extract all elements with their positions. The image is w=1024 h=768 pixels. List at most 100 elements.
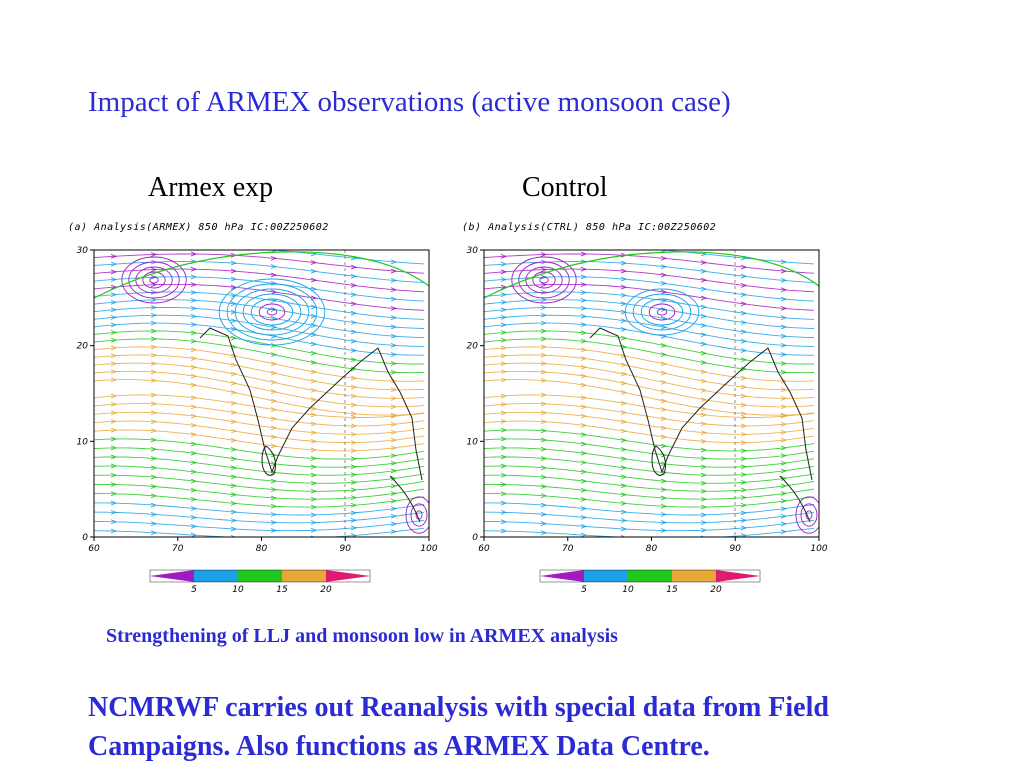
streamline-arrow [660, 255, 668, 261]
streamline-arrow [150, 320, 158, 326]
streamline-arrow [500, 377, 508, 383]
streamline-arrow [620, 362, 628, 368]
streamline-arrow [540, 378, 548, 383]
streamline-arrow [540, 521, 548, 526]
streamline-arrow [500, 445, 508, 451]
streamline-arrow [780, 361, 788, 366]
streamline-arrow [270, 389, 278, 395]
streamline-arrow [110, 436, 118, 442]
streamline-arrow [270, 289, 278, 295]
streamline-arrow [150, 410, 158, 416]
streamline [484, 493, 815, 508]
streamline-arrow [620, 428, 628, 434]
streamline-arrow [270, 370, 278, 376]
streamline-arrow [700, 520, 708, 525]
streamline-arrow [230, 410, 238, 415]
streamline-arrow [740, 301, 748, 307]
streamline-arrow [390, 404, 398, 410]
streamline-arrow [500, 528, 508, 534]
anticyclone-ring [121, 256, 187, 304]
legend-label: 5 [191, 585, 197, 595]
streamline-arrow [500, 277, 508, 282]
streamline-arrow [580, 356, 588, 361]
streamline-arrow [150, 530, 158, 536]
streamline-arrow [350, 329, 358, 335]
x-tick-label: 100 [810, 544, 827, 554]
streamline-arrow [270, 380, 278, 385]
y-tick-label: 30 [77, 246, 89, 256]
streamline-arrow [390, 429, 398, 435]
streamline-arrow [740, 393, 748, 399]
streamline-arrow [740, 338, 748, 344]
streamline-arrow [350, 518, 358, 523]
streamline-arrow [780, 333, 788, 339]
streamline-arrow [150, 297, 158, 303]
streamline-arrow [780, 521, 788, 527]
streamline-arrow [620, 326, 628, 332]
x-tick-label: 60 [88, 544, 100, 554]
legend-swatch [716, 570, 760, 582]
streamline-arrow [150, 465, 158, 471]
plot-caption-armex: (a) Analysis(ARMEX) 850 hPa IC:00Z250602 [68, 222, 329, 233]
streamline-arrow [740, 423, 748, 429]
streamline-arrow [620, 293, 628, 298]
streamline-arrow [780, 445, 788, 451]
streamline-arrow [580, 395, 588, 401]
streamline-arrow [660, 495, 668, 501]
streamline-arrow [110, 528, 118, 534]
streamline-arrow [270, 416, 278, 422]
streamline-arrow [350, 338, 358, 344]
streamline-arrow [310, 378, 318, 384]
streamline-arrow [620, 380, 628, 386]
streamline-arrow [110, 277, 118, 282]
streamline-arrow [150, 289, 158, 295]
streamline-arrow [310, 406, 318, 412]
streamline-arrow [310, 260, 318, 265]
streamline-arrow [230, 260, 238, 266]
streamline-arrow [310, 496, 318, 502]
streamline-arrow [390, 395, 398, 401]
streamline-arrow [581, 244, 586, 248]
streamline-arrow [191, 244, 196, 248]
streamline-arrow [580, 469, 588, 475]
streamline-arrow [500, 463, 508, 469]
streamline-arrow [620, 276, 628, 282]
streamline-arrow [310, 268, 318, 274]
streamline-arrow [540, 305, 548, 310]
ncmrwf-note: NCMRWF carries out Reanalysis with speci… [88, 688, 1008, 766]
streamline-arrow [500, 299, 508, 305]
streamline-arrow [500, 410, 508, 416]
cyclone-ring [242, 293, 302, 331]
streamline-arrow [580, 282, 588, 288]
streamline-arrow [740, 320, 748, 325]
streamline-arrow [230, 437, 238, 443]
streamline-arrow [740, 431, 748, 437]
streamline-arrow [580, 322, 588, 327]
streamline [484, 420, 815, 444]
streamline-arrow [350, 366, 358, 372]
streamline-arrow [700, 323, 708, 328]
streamline-arrow [660, 407, 668, 412]
streamline-arrow [190, 532, 198, 537]
streamline-arrow [350, 423, 358, 429]
streamline-arrow [700, 295, 708, 301]
streamline-arrow [190, 404, 198, 410]
streamline-arrow [540, 456, 548, 461]
streamline-arrow [740, 448, 748, 454]
streamline-arrow [190, 364, 198, 370]
streamline-arrow [150, 493, 158, 499]
streamline-arrow [310, 369, 318, 375]
coastline-sumatra [779, 475, 811, 523]
streamline-arrow [740, 479, 748, 485]
streamline [484, 511, 815, 524]
streamline-arrow [110, 345, 118, 351]
streamline-arrow [110, 500, 118, 506]
streamline-arrow [110, 299, 118, 305]
streamline-arrow [390, 268, 398, 274]
streamline-arrow [580, 532, 588, 537]
streamline-arrow [110, 445, 118, 451]
streamline-arrow [740, 518, 748, 523]
streamline-arrow [500, 314, 508, 320]
circulation-ring [795, 496, 819, 534]
circulation-ring [800, 503, 818, 527]
